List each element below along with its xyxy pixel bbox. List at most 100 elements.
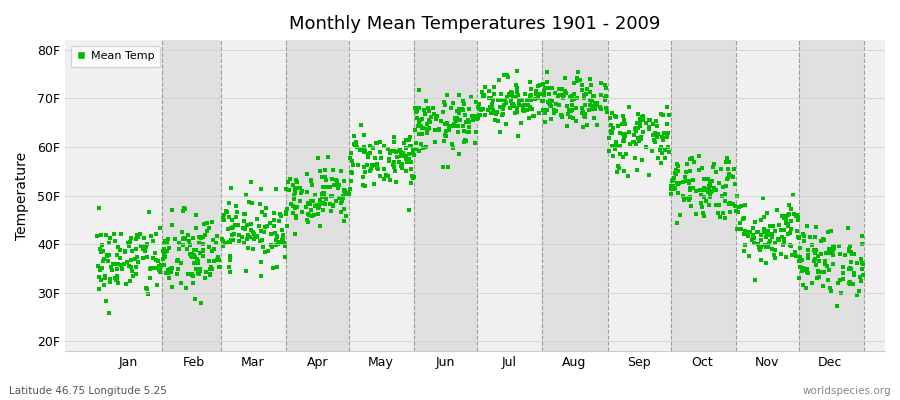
Point [342,191,356,197]
Point [712,202,726,208]
Point [428,127,442,133]
Point [316,190,330,196]
Point [590,122,605,128]
Point [371,166,385,173]
Point [159,248,174,254]
Point [477,93,491,100]
Point [583,89,598,95]
Point [457,127,472,134]
Point [687,159,701,165]
Point [428,139,443,145]
Point [268,242,283,248]
Point [774,226,788,233]
Point [823,267,837,273]
Point [506,103,520,109]
Point [576,109,590,115]
Point [517,101,531,108]
Point [661,144,675,150]
Point [602,135,616,142]
Point [130,254,144,260]
Point [123,277,138,284]
Point [736,214,751,221]
Point [158,238,172,244]
Point [182,238,196,245]
Point [110,266,124,272]
Point [377,166,392,172]
Point [248,234,262,241]
Point [777,215,791,222]
Point [501,90,516,97]
Point [468,140,482,146]
Point [594,92,608,99]
Point [319,200,333,207]
Point [269,237,284,244]
Point [691,152,706,159]
Point [448,115,463,122]
Point [698,198,713,204]
Point [781,223,796,229]
Point [335,198,349,204]
Point [635,113,650,119]
Point [339,190,354,196]
Point [131,259,146,265]
Point [709,169,724,175]
Point [549,101,563,108]
Point [587,93,601,99]
Point [622,104,636,110]
Point [230,222,245,228]
Point [222,213,237,220]
Point [609,141,624,148]
Point [148,265,162,272]
Point [532,82,546,88]
Point [414,141,428,147]
Point [207,258,221,264]
Point [137,243,151,250]
Point [757,214,771,220]
Point [723,200,737,206]
Point [790,214,805,220]
Point [136,245,150,251]
Point [230,214,244,220]
Point [462,124,476,130]
Point [301,211,315,217]
Point [642,126,656,132]
Point [683,186,698,193]
Point [386,162,400,168]
Point [429,116,444,122]
Point [506,100,520,107]
Point [193,268,207,274]
Point [382,158,396,164]
Point [415,124,429,131]
Point [855,241,869,247]
Point [273,239,287,245]
Point [783,229,797,236]
Point [716,210,730,216]
Point [421,105,436,111]
Point [535,98,549,104]
Point [472,106,486,112]
Point [524,92,538,98]
Point [112,244,126,250]
Point [809,224,824,230]
Point [850,292,865,298]
Point [604,128,618,134]
Point [722,201,736,208]
Point [626,132,641,138]
Point [466,117,481,123]
Point [822,250,836,256]
Point [815,236,830,242]
Point [689,188,704,194]
Point [632,137,646,144]
Point [369,162,383,168]
Point [374,154,388,161]
Point [248,236,262,242]
Point [734,226,748,232]
Point [291,179,305,185]
Point [698,186,712,193]
Point [436,164,450,170]
Point [349,142,364,148]
Point [652,155,666,161]
Point [304,207,319,213]
Point [585,102,599,109]
Point [347,142,362,148]
